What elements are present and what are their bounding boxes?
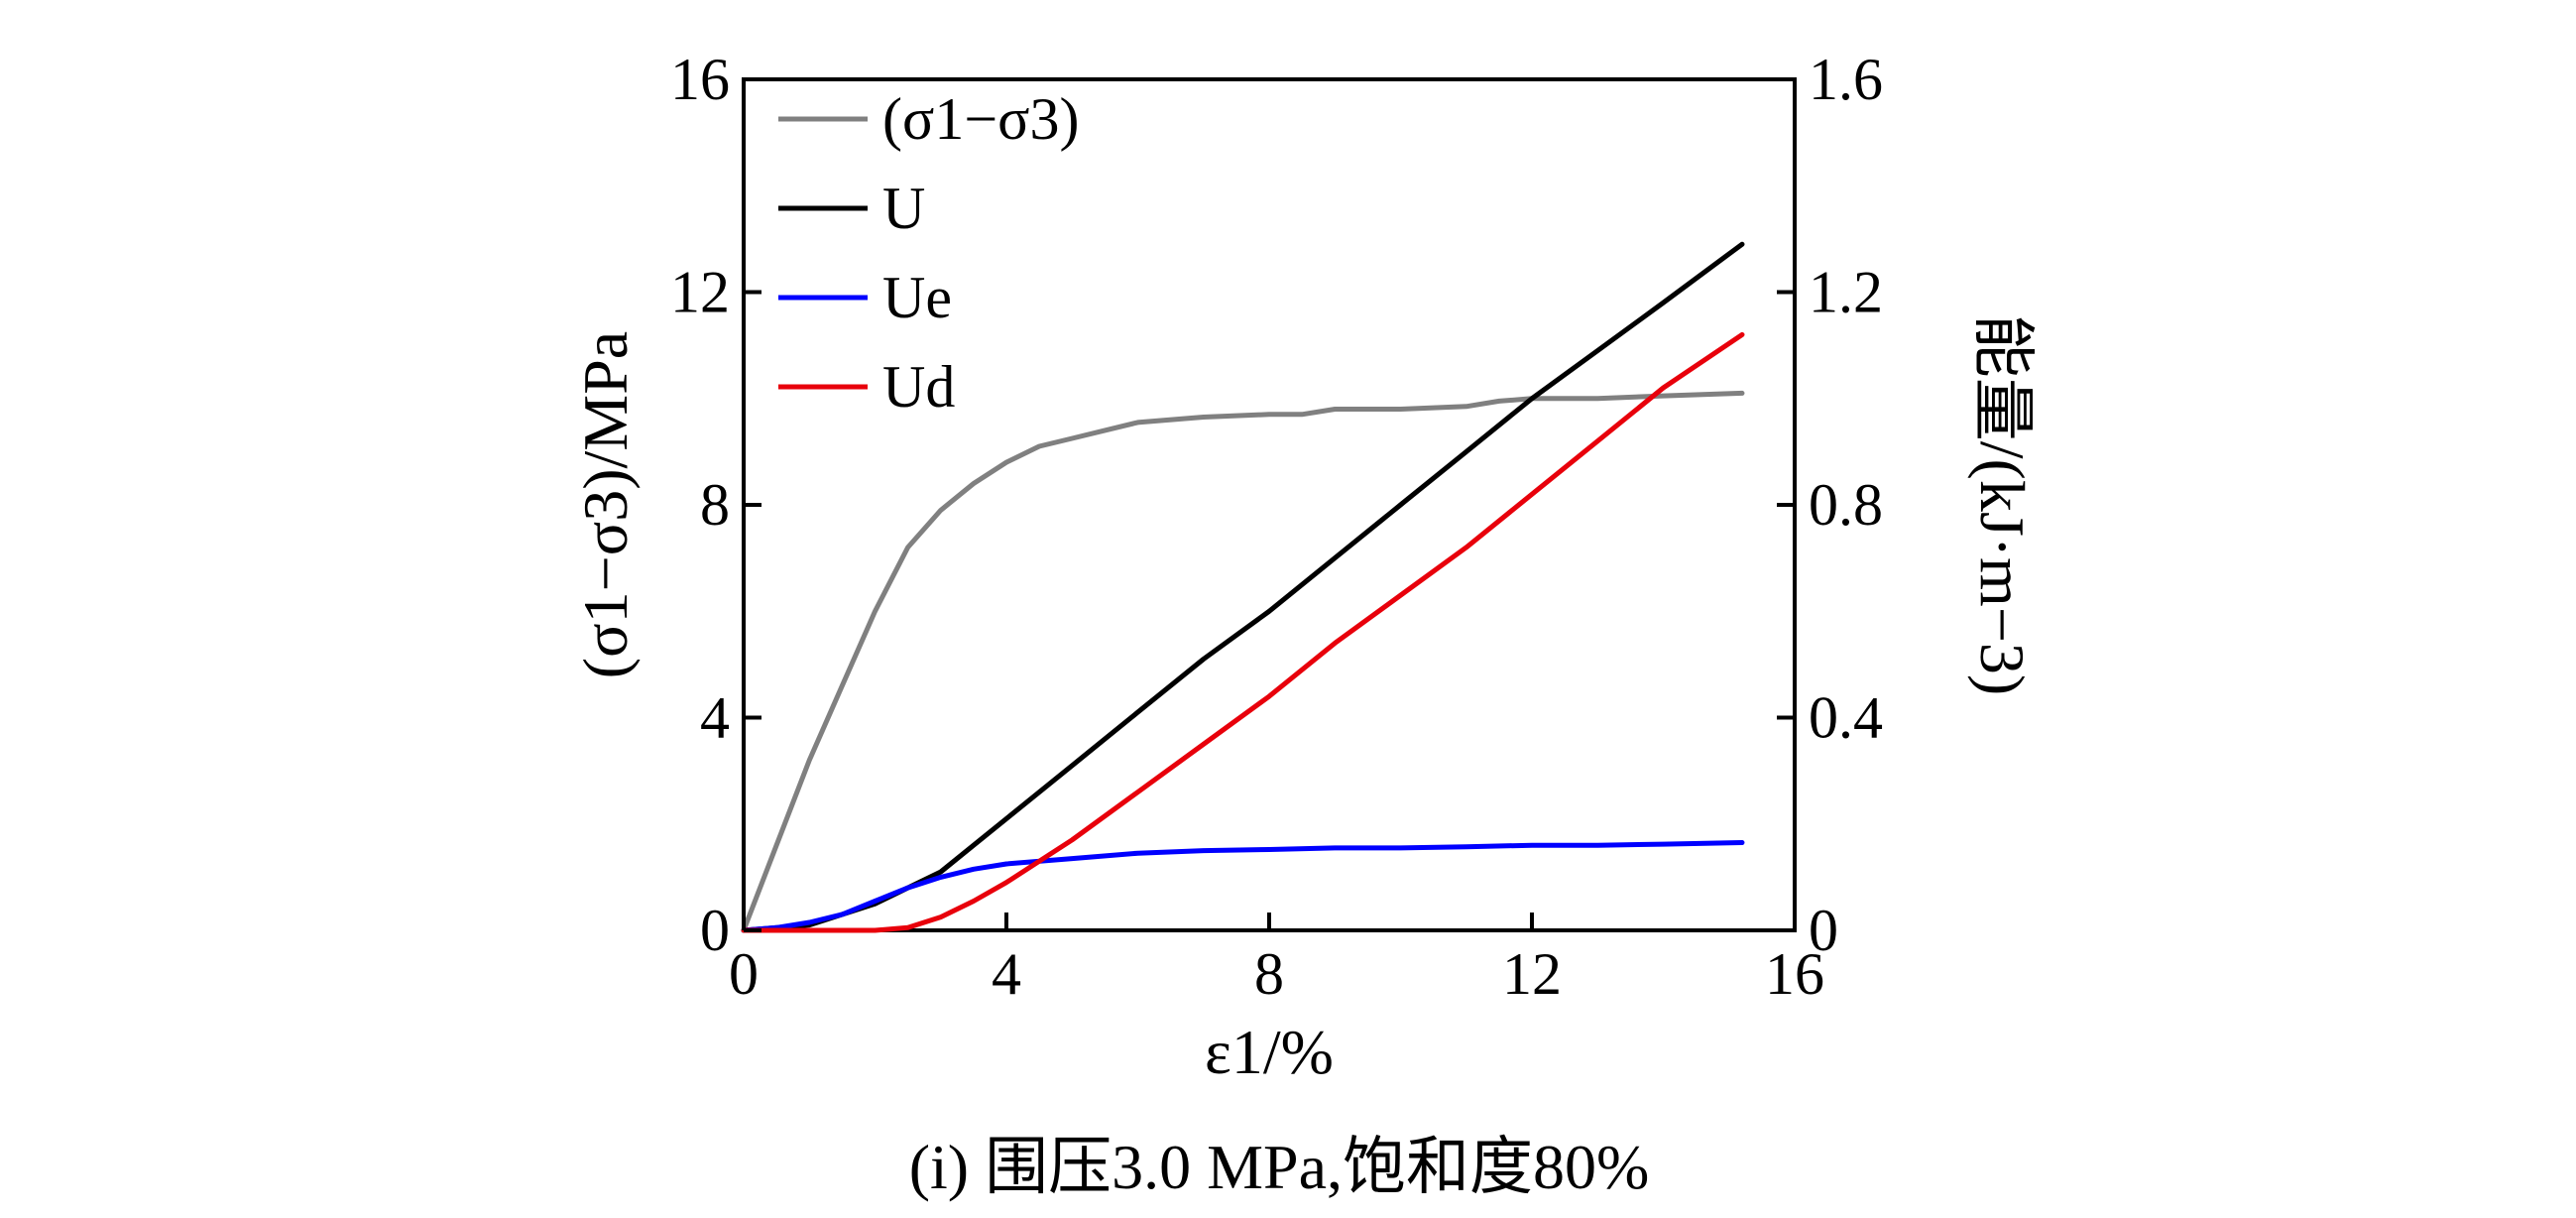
y-left-tick-label: 16 <box>670 47 730 112</box>
y-left-tick-label: 8 <box>700 472 730 538</box>
y-right-tick-label: 0.4 <box>1809 685 1883 751</box>
y-left-tick-label: 12 <box>670 260 730 325</box>
series-line-3 <box>741 331 1745 933</box>
x-tick-label: 4 <box>992 941 1021 1007</box>
y-left-tick-label: 0 <box>700 898 730 963</box>
y-right-tick-label: 0 <box>1809 898 1838 963</box>
y-right-tick-label: 0.8 <box>1809 472 1883 538</box>
y-left-tick-label: 4 <box>700 685 730 751</box>
y-axis-right-title: 能量/(kJ·m−3) <box>1967 314 2038 696</box>
series-line-0 <box>741 390 1745 933</box>
x-axis-title: ε1/% <box>1205 1017 1334 1087</box>
x-tick-label: 8 <box>1254 941 1284 1007</box>
series-layer <box>741 241 1745 933</box>
y-right-tick-label: 1.2 <box>1809 260 1883 325</box>
figure-caption: (i) 围压3.0 MPa,饱和度80% <box>909 1132 1650 1202</box>
legend-label-2: Ue <box>882 265 952 330</box>
y-right-tick-label: 1.6 <box>1809 47 1883 112</box>
series-line-1 <box>741 241 1745 933</box>
x-tick-label: 16 <box>1765 941 1824 1007</box>
legend-label-1: U <box>882 176 925 241</box>
x-tick-label: 12 <box>1502 941 1562 1007</box>
x-tick-label: 0 <box>729 941 759 1007</box>
legend-label-0: (σ1−σ3) <box>882 86 1080 152</box>
legend-label-3: Ud <box>882 354 955 420</box>
legend: (σ1−σ3) U Ue Ud <box>778 86 1080 420</box>
y-axis-left-title: (σ1−σ3)/MPa <box>570 331 641 678</box>
series-line-2 <box>741 840 1745 933</box>
